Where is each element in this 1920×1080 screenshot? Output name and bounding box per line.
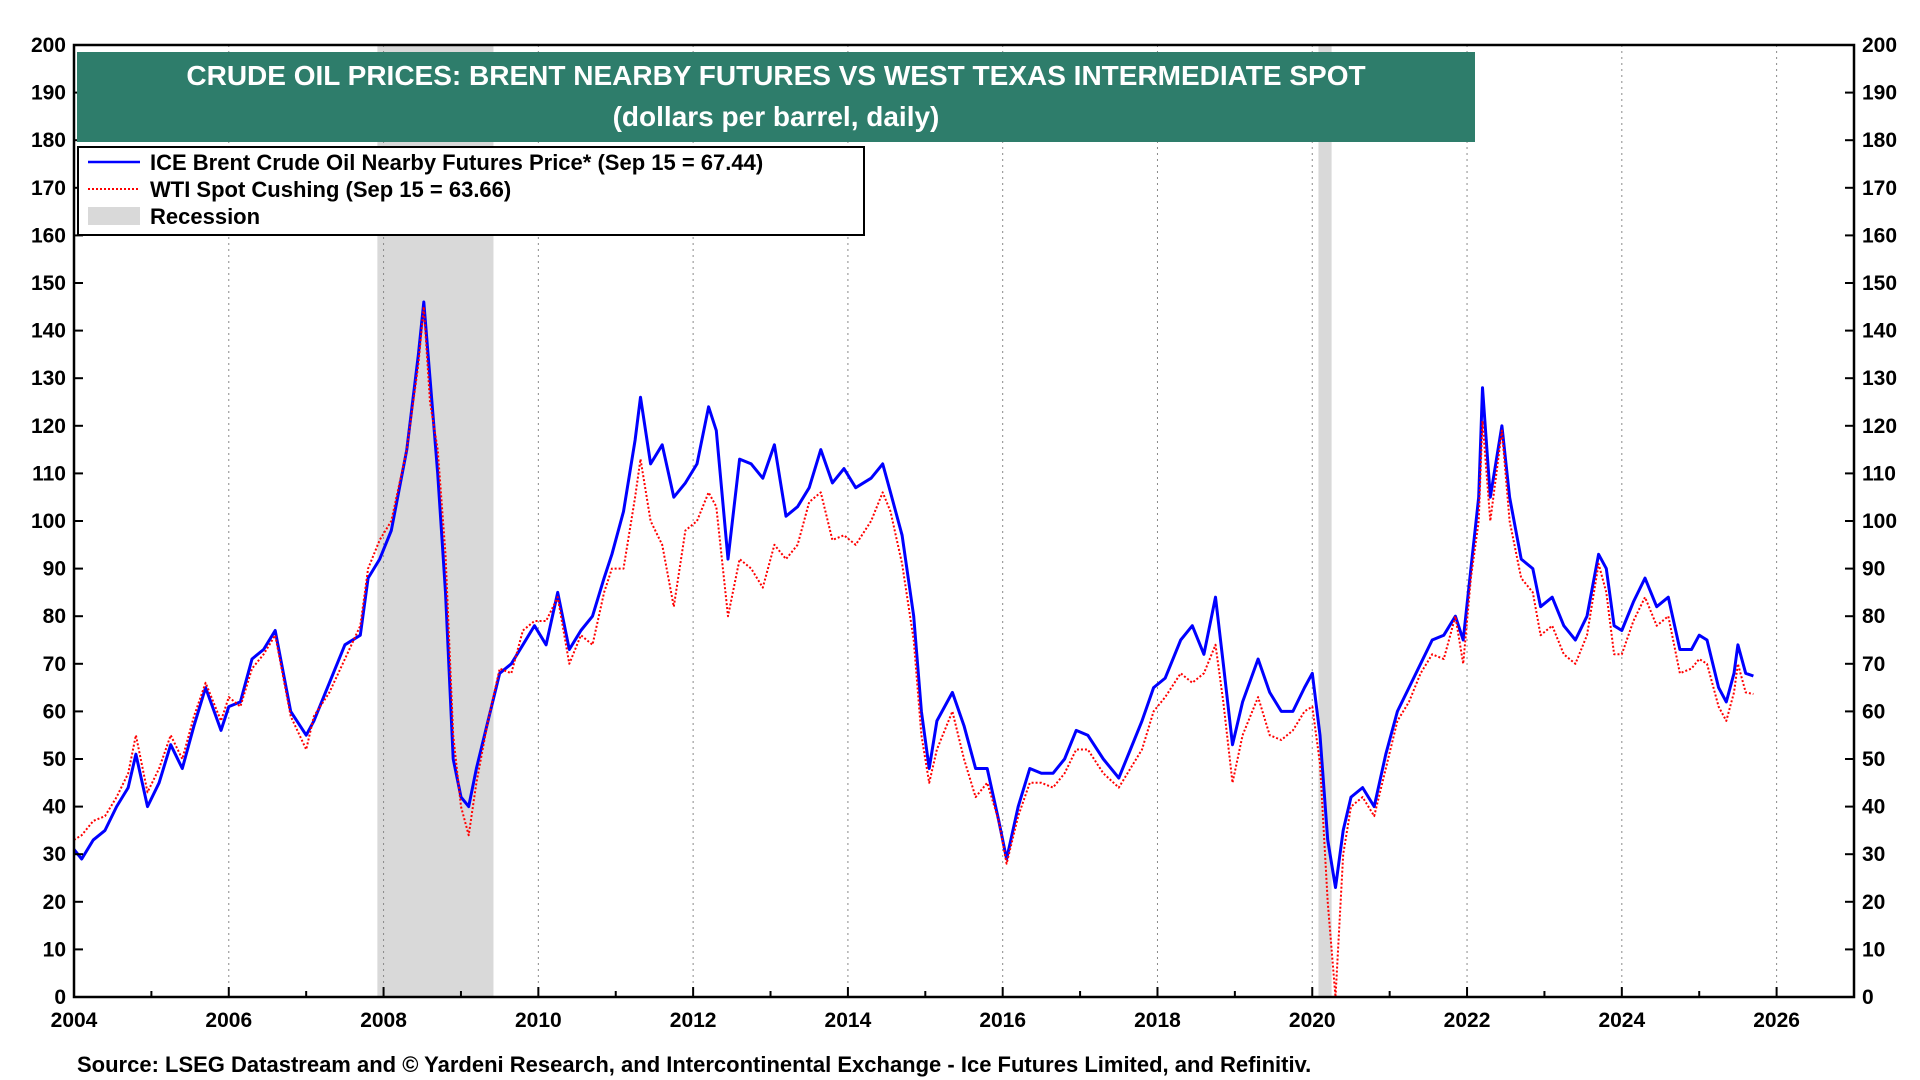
legend-label-recession: Recession bbox=[150, 204, 260, 229]
y-tick-label-right: 10 bbox=[1862, 938, 1885, 961]
y-tick-label-right: 50 bbox=[1862, 748, 1885, 771]
y-tick-label-right: 30 bbox=[1862, 843, 1885, 866]
y-tick-label-right: 190 bbox=[1862, 82, 1897, 105]
legend-label-wti: WTI Spot Cushing (Sep 15 = 63.66) bbox=[150, 177, 511, 202]
source-note: Source: LSEG Datastream and © Yardeni Re… bbox=[77, 1052, 1311, 1077]
chart-title: CRUDE OIL PRICES: BRENT NEARBY FUTURES V… bbox=[186, 60, 1365, 91]
y-tick-label-left: 110 bbox=[32, 462, 66, 485]
x-tick-label: 2014 bbox=[825, 1009, 872, 1032]
legend-frame bbox=[77, 146, 865, 236]
y-tick-label-left: 130 bbox=[31, 367, 66, 390]
x-tick-label: 2008 bbox=[360, 1009, 407, 1032]
x-tick-label: 2024 bbox=[1598, 1009, 1645, 1032]
y-tick-label-right: 80 bbox=[1862, 605, 1885, 628]
y-tick-label-left: 30 bbox=[43, 843, 66, 866]
y-tick-label-left: 0 bbox=[54, 986, 66, 1009]
y-tick-label-left: 160 bbox=[31, 224, 66, 247]
y-tick-label-right: 90 bbox=[1862, 558, 1885, 581]
y-tick-label-left: 90 bbox=[43, 558, 66, 581]
x-tick-label: 2012 bbox=[670, 1009, 717, 1032]
y-tick-label-right: 130 bbox=[1862, 367, 1897, 390]
y-tick-label-left: 190 bbox=[31, 82, 66, 105]
y-tick-label-left: 170 bbox=[31, 177, 66, 200]
legend-label-brent: ICE Brent Crude Oil Nearby Futures Price… bbox=[150, 150, 763, 175]
x-tick-label: 2016 bbox=[979, 1009, 1026, 1032]
title-box: CRUDE OIL PRICES: BRENT NEARBY FUTURES V… bbox=[77, 52, 1475, 142]
x-tick-label: 2006 bbox=[205, 1009, 252, 1032]
chart-subtitle: (dollars per barrel, daily) bbox=[613, 101, 940, 132]
y-tick-label-left: 180 bbox=[31, 129, 66, 152]
y-tick-label-right: 60 bbox=[1862, 700, 1885, 723]
y-tick-label-left: 20 bbox=[43, 891, 66, 914]
y-tick-label-right: 100 bbox=[1862, 510, 1897, 533]
series-lines bbox=[72, 300, 1754, 998]
x-tick-label: 2020 bbox=[1289, 1009, 1336, 1032]
y-tick-label-right: 160 bbox=[1862, 224, 1897, 247]
y-tick-label-left: 200 bbox=[31, 34, 66, 57]
x-tick-label: 2004 bbox=[51, 1009, 98, 1032]
y-tick-label-left: 10 bbox=[43, 938, 66, 961]
y-tick-label-left: 140 bbox=[31, 320, 66, 343]
y-tick-label-left: 70 bbox=[43, 653, 66, 676]
y-tick-label-left: 60 bbox=[43, 700, 66, 723]
y-tick-label-left: 40 bbox=[43, 796, 66, 819]
y-tick-label-right: 40 bbox=[1862, 796, 1885, 819]
y-tick-label-right: 120 bbox=[1862, 415, 1897, 438]
x-tick-label: 2018 bbox=[1134, 1009, 1181, 1032]
y-tick-label-right: 170 bbox=[1862, 177, 1897, 200]
y-tick-label-left: 50 bbox=[43, 748, 66, 771]
x-tick-label: 2026 bbox=[1753, 1009, 1800, 1032]
legend-swatch-recession bbox=[88, 207, 140, 225]
y-tick-label-right: 0 bbox=[1862, 986, 1874, 1009]
y-tick-label-right: 110 bbox=[1862, 462, 1896, 485]
y-tick-label-left: 150 bbox=[31, 272, 66, 295]
y-tick-label-right: 150 bbox=[1862, 272, 1897, 295]
y-tick-label-left: 80 bbox=[43, 605, 66, 628]
legend: ICE Brent Crude Oil Nearby Futures Price… bbox=[77, 146, 865, 236]
x-tick-label: 2010 bbox=[515, 1009, 562, 1032]
y-tick-label-right: 200 bbox=[1862, 34, 1897, 57]
y-tick-label-right: 140 bbox=[1862, 320, 1897, 343]
y-tick-label-left: 100 bbox=[31, 510, 66, 533]
x-tick-label: 2022 bbox=[1444, 1009, 1491, 1032]
wti-series-line bbox=[73, 305, 1754, 998]
brent-series-line bbox=[72, 300, 1754, 889]
y-tick-label-right: 70 bbox=[1862, 653, 1885, 676]
y-tick-label-left: 120 bbox=[31, 415, 66, 438]
title-background bbox=[77, 52, 1475, 142]
y-tick-label-right: 180 bbox=[1862, 129, 1897, 152]
y-tick-label-right: 20 bbox=[1862, 891, 1885, 914]
